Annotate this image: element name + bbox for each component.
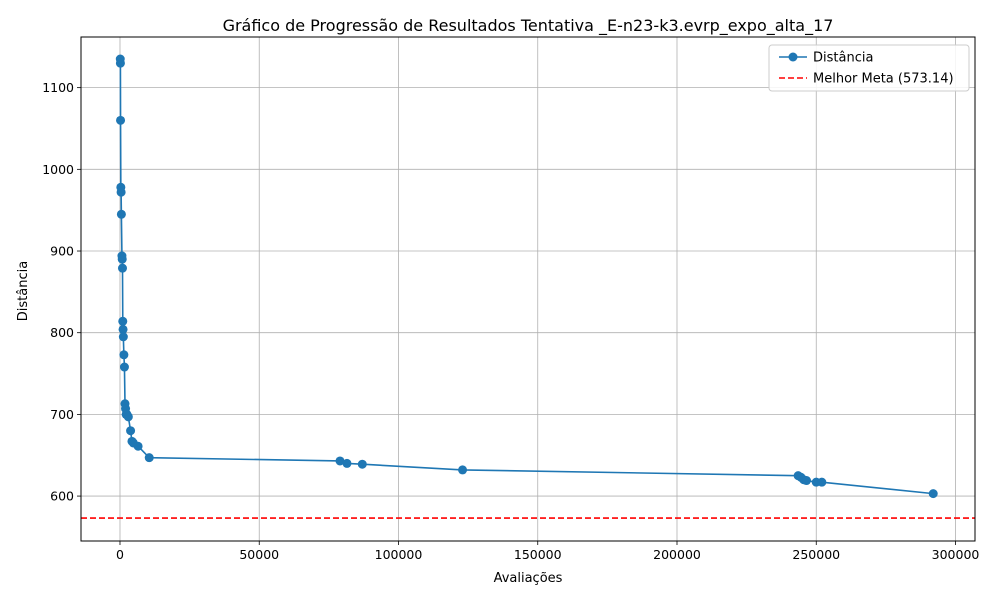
legend: Distância Melhor Meta (573.14) xyxy=(768,44,970,92)
y-axis-label: Distância xyxy=(16,261,31,321)
x-tick-label: 300000 xyxy=(932,547,980,562)
data-point xyxy=(119,362,129,372)
legend-box xyxy=(768,44,970,92)
data-point xyxy=(117,254,127,264)
grid xyxy=(81,37,975,541)
data-point xyxy=(117,263,127,273)
series-line xyxy=(119,59,934,495)
data-point xyxy=(118,324,128,334)
y-tick-label: 1100 xyxy=(42,80,74,95)
series-group xyxy=(115,54,938,499)
y-tick-label: 800 xyxy=(50,325,74,340)
data-point xyxy=(342,458,352,468)
x-tick-label: 100000 xyxy=(375,547,423,562)
x-tick-label: 250000 xyxy=(792,547,840,562)
legend-series-label: Distância xyxy=(813,51,873,66)
data-point xyxy=(118,316,128,326)
y-axis-ticks: 600 700 800 900 1000 1100 xyxy=(42,80,81,504)
x-axis-label: Avaliações xyxy=(494,571,563,586)
y-tick-label: 600 xyxy=(50,489,74,504)
data-point xyxy=(458,465,468,475)
legend-reference-label: Melhor Meta (573.14) xyxy=(813,72,954,87)
data-point xyxy=(802,476,812,486)
data-point xyxy=(123,412,133,422)
x-tick-label: 50000 xyxy=(239,547,279,562)
y-tick-label: 900 xyxy=(50,244,74,259)
x-tick-label: 0 xyxy=(116,547,124,562)
data-point xyxy=(335,456,345,466)
data-point xyxy=(133,441,143,451)
x-tick-label: 200000 xyxy=(653,547,701,562)
data-point xyxy=(817,477,827,487)
data-point xyxy=(115,58,125,68)
data-point xyxy=(357,459,367,469)
data-point xyxy=(126,426,136,436)
data-point xyxy=(116,209,126,219)
legend-series-marker xyxy=(788,52,798,62)
data-point xyxy=(116,115,126,125)
plot-area-frame xyxy=(80,36,976,542)
data-point xyxy=(144,453,154,463)
y-tick-label: 700 xyxy=(50,407,74,422)
data-point xyxy=(928,489,938,499)
data-point xyxy=(118,332,128,342)
y-tick-label: 1000 xyxy=(42,162,74,177)
chart-title: Gráfico de Progressão de Resultados Tent… xyxy=(223,16,834,36)
data-point xyxy=(119,350,129,360)
data-point xyxy=(116,187,126,197)
x-axis-ticks: 0 50000 100000 150000 200000 250000 300000 xyxy=(116,541,979,562)
x-tick-label: 150000 xyxy=(514,547,562,562)
